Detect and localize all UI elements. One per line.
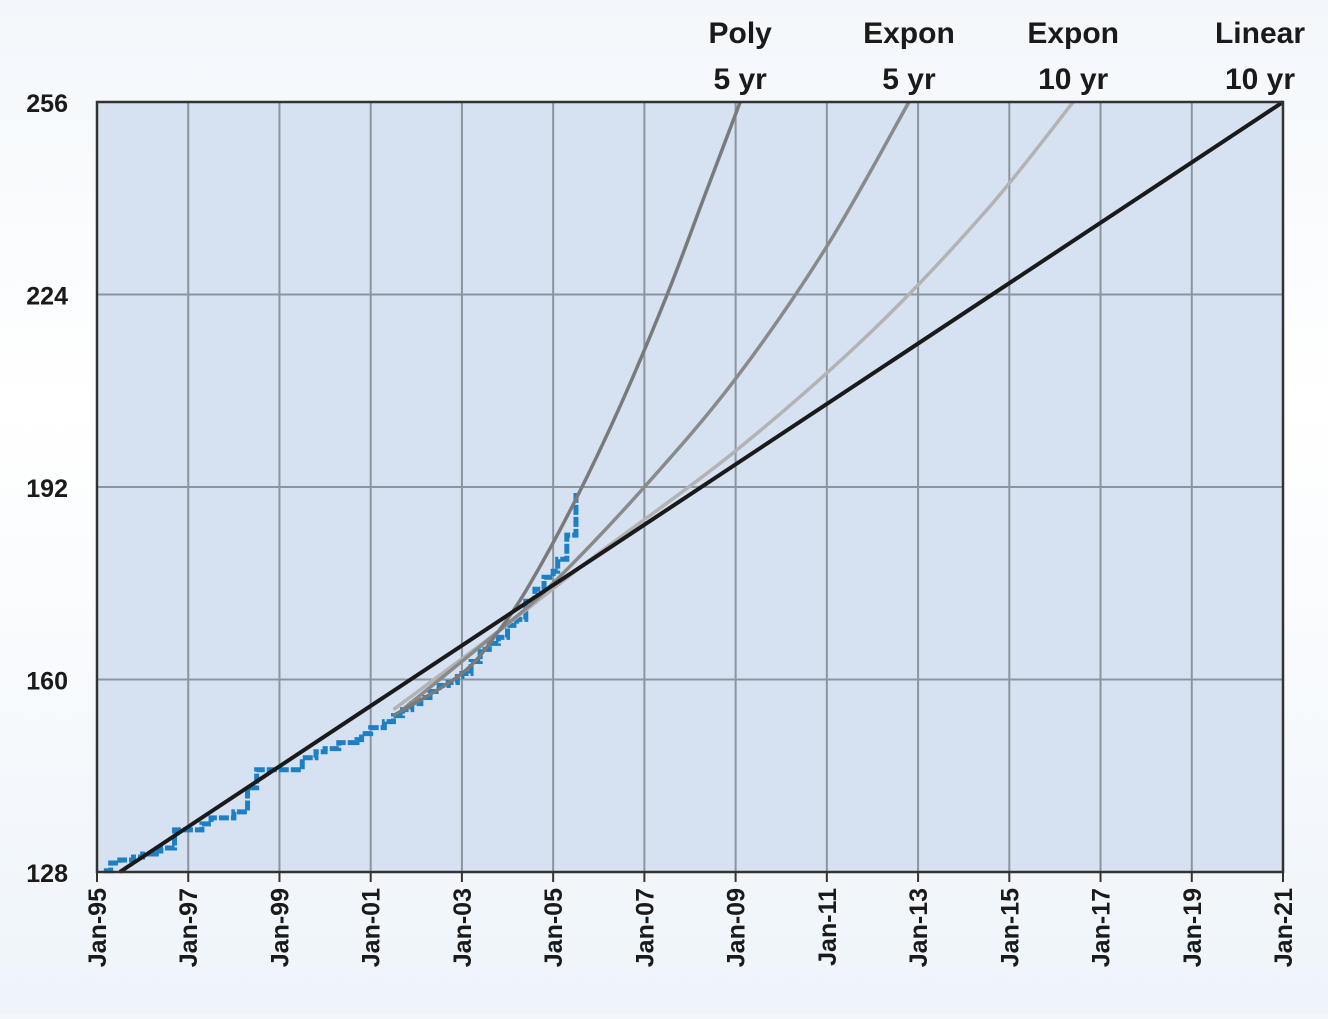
series-label-line1: Expon — [863, 17, 955, 50]
y-axis: 128 160 192 224 256 — [26, 90, 68, 888]
x-axis: Jan-95 Jan-97 Jan-99 Jan-01 Jan-03 Jan-05 Jan-… — [84, 872, 1298, 967]
poly-5yr-line — [392, 101, 742, 718]
y-tick-label: 224 — [26, 283, 68, 311]
label-expon-5yr: Expon 5 yr — [863, 17, 955, 96]
x-tick-label: Jan-21 — [1270, 888, 1298, 967]
x-tick-label: Jan-97 — [175, 888, 203, 967]
series-label-line1: Linear — [1215, 17, 1305, 50]
series-labels: Poly 5 yr Expon 5 yr Expon 10 yr Linear 10 yr — [708, 17, 1305, 96]
x-tick-label: Jan-03 — [449, 888, 477, 967]
series-label-line2: 5 yr — [713, 63, 767, 96]
x-tick-label: Jan-09 — [723, 888, 751, 967]
x-tick-label: Jan-17 — [1088, 888, 1116, 967]
label-poly-5yr: Poly 5 yr — [708, 17, 772, 96]
linear-10yr-line — [118, 100, 1285, 874]
series-label-line1: Expon — [1027, 17, 1119, 50]
series-label-line1: Poly — [708, 17, 772, 50]
label-expon-10yr: Expon 10 yr — [1027, 17, 1119, 96]
x-tick-label: Jan-05 — [540, 888, 568, 967]
x-tick-label: Jan-99 — [266, 888, 294, 967]
x-tick-label: Jan-01 — [358, 888, 386, 967]
y-tick-label: 256 — [26, 90, 68, 118]
series-label-line2: 10 yr — [1225, 63, 1295, 96]
x-tick-label: Jan-07 — [631, 888, 659, 967]
series-label-line2: 5 yr — [882, 63, 936, 96]
x-tick-label: Jan-19 — [1179, 888, 1207, 967]
y-tick-label: 128 — [26, 860, 68, 888]
label-linear-10yr: Linear 10 yr — [1215, 17, 1305, 96]
series-layer — [103, 100, 1285, 874]
x-tick-label: Jan-11 — [814, 888, 842, 966]
y-tick-label: 192 — [26, 475, 68, 503]
x-tick-label: Jan-13 — [905, 888, 933, 967]
plot-frame — [95, 100, 1285, 874]
actual-data-line — [103, 493, 579, 874]
x-tick-label: Jan-95 — [84, 888, 112, 967]
y-tick-label: 160 — [26, 668, 68, 696]
series-label-line2: 10 yr — [1038, 63, 1108, 96]
x-tick-label: Jan-15 — [996, 888, 1024, 967]
